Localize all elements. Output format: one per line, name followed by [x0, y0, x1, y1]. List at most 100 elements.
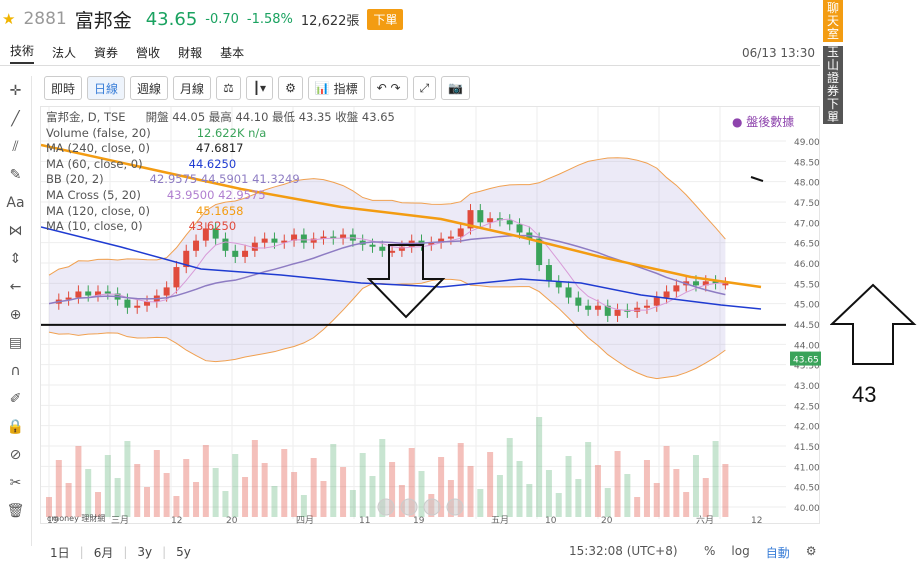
fullscreen-icon[interactable]: ⤢ [412, 76, 437, 100]
trash-icon[interactable]: 🗑 [6, 503, 25, 519]
range-3y[interactable]: 3y [137, 545, 153, 559]
auto-scale[interactable]: 自動 [765, 546, 790, 560]
tab-institutional[interactable]: 法人 [52, 46, 77, 60]
volume-bar [349, 490, 356, 517]
chart-area[interactable]: 49.00 48.50 48.00 47.50 47.00 46.50 46.00 45.50… [40, 106, 821, 525]
after-hours-data[interactable]: ● 盤後數據 [732, 115, 795, 129]
indicators-label: 指標 [333, 81, 358, 96]
candle-body [643, 305, 650, 308]
text-icon[interactable]: Aa [6, 195, 25, 211]
annotation-text: 43 [852, 382, 877, 407]
magnet-icon[interactable]: ∩ [10, 363, 21, 379]
ma120-line [41, 143, 762, 289]
candle-body [477, 210, 484, 223]
brush-icon[interactable]: ✎ [9, 167, 22, 183]
monthly-button[interactable]: 月線 [173, 76, 212, 100]
weekly-button[interactable]: 週線 [130, 76, 169, 100]
price-chart[interactable]: 49.00 48.50 48.00 47.50 47.00 46.50 46.00 45.50… [41, 107, 821, 525]
watermark-logo: cmoney 理財網 [47, 513, 105, 523]
esun-order-button[interactable]: 玉山證券下單 [823, 46, 843, 124]
legend-volume-label[interactable]: Volume (false, 20) [46, 125, 151, 140]
volume-bar [340, 467, 347, 517]
price-tick-label: 48.00 [794, 179, 820, 189]
zoom-icon[interactable]: ⊕ [9, 307, 22, 323]
candle-body [134, 305, 141, 308]
tab-financials[interactable]: 財報 [178, 46, 203, 60]
range-5y[interactable]: 5y [176, 545, 191, 559]
volume-bar [477, 489, 484, 517]
lock-icon[interactable]: 🔒 [6, 419, 25, 435]
section-tabs: 技術 法人 資券 營收 財報 基本 [0, 40, 820, 66]
settings-icon[interactable]: ⚙ [278, 76, 303, 100]
volume-bar [251, 440, 258, 517]
volume-bar [320, 481, 327, 517]
pencil-lock-icon[interactable]: ✐ [9, 391, 22, 407]
candle-body [565, 287, 572, 298]
candle-body [447, 236, 454, 239]
daily-button[interactable]: 日線 [87, 76, 126, 100]
tab-margin[interactable]: 資券 [94, 46, 119, 60]
indicators-button[interactable]: 📊 指標 [307, 76, 365, 100]
chat-room-button[interactable]: 聊天室 [823, 0, 843, 42]
range-1d[interactable]: 1日 [50, 545, 70, 560]
fork-icon[interactable]: ⫽ [12, 139, 19, 155]
volume-bar [496, 475, 503, 517]
legend-macross-value: 43.9500 42.9575 [166, 187, 266, 202]
volume-bar [232, 454, 239, 517]
current-price-label: 43.65 [793, 356, 819, 366]
chart-type-icon[interactable]: ┃▾ [245, 76, 274, 100]
volume-bar [369, 476, 376, 517]
candle-body [487, 218, 494, 223]
measure-icon[interactable]: ⇕ [9, 251, 22, 267]
log-scale[interactable]: log [731, 544, 750, 558]
legend-bb-label[interactable]: BB (20, 2) [46, 172, 104, 187]
eye-hide-icon[interactable]: ⊘ [9, 447, 22, 463]
legend-ma120-value: 45.1658 [195, 203, 244, 218]
camera-icon[interactable]: 📷 [441, 76, 471, 100]
volume-bar [153, 450, 160, 517]
legend-ma240-label[interactable]: MA (240, close, 0) [46, 141, 150, 156]
volume-bar [467, 466, 474, 517]
candle-body [330, 236, 337, 239]
scroll-control-icon [400, 498, 418, 516]
candle-body [310, 238, 317, 243]
tab-technical[interactable]: 技術 [10, 42, 35, 64]
compare-scale-icon[interactable]: ⚖ [216, 76, 241, 100]
pattern-icon[interactable]: ⋈ [8, 223, 23, 239]
undo-redo-icon[interactable]: ↶ ↷ [369, 76, 408, 100]
legend-ma120-label[interactable]: MA (120, close, 0) [46, 203, 150, 218]
intraday-button[interactable]: 即時 [44, 76, 83, 100]
trendline-icon[interactable]: ╱ [11, 111, 20, 127]
tab-revenue[interactable]: 營收 [136, 46, 161, 60]
candle-body [212, 228, 219, 239]
candle-body [144, 301, 151, 306]
favorite-star-icon[interactable]: ★ [2, 10, 16, 28]
ruler-icon[interactable]: ▤ [8, 335, 23, 351]
date-tick-label: 四月 [296, 515, 314, 525]
order-button[interactable]: 下單 [367, 8, 404, 30]
volume-bar [673, 469, 680, 517]
settings-small-icon[interactable]: ⚙ [805, 544, 817, 558]
crosshair-icon[interactable]: ✛ [9, 83, 22, 99]
right-sidebar: 聊天室 玉山證券下單 [823, 0, 843, 124]
drawing-toolbar: ✛ ╱ ⫽ ✎ Aa ⋈ ⇕ ← ⊕ ▤ ∩ ✐ 🔒 ⊘ ✂ 🗑 [0, 76, 32, 546]
percent-scale[interactable]: % [704, 544, 716, 558]
tools-icon[interactable]: ✂ [9, 475, 22, 491]
candle-body [702, 281, 709, 286]
legend-ma60-label[interactable]: MA (60, close, 0) [46, 156, 143, 171]
bollinger-band-fill [49, 157, 726, 379]
legend-ma240-value: 47.6817 [195, 141, 244, 156]
volume-bar [536, 417, 543, 517]
candle-body [232, 250, 239, 257]
scroll-control-icon [446, 498, 464, 516]
volume-bar [702, 478, 709, 517]
tab-basic[interactable]: 基本 [220, 46, 245, 60]
range-6m[interactable]: 6月 [93, 545, 114, 560]
legend-macross-label[interactable]: MA Cross (5, 20) [46, 187, 141, 202]
volume-bar [310, 458, 317, 517]
indicators-icon: 📊 [314, 81, 334, 95]
arrow-left-icon[interactable]: ← [9, 279, 22, 295]
up-arrow-annotation [830, 283, 917, 365]
volume-text: 12,622張 [300, 13, 360, 29]
legend-ma10-label[interactable]: MA (10, close, 0) [46, 219, 143, 234]
